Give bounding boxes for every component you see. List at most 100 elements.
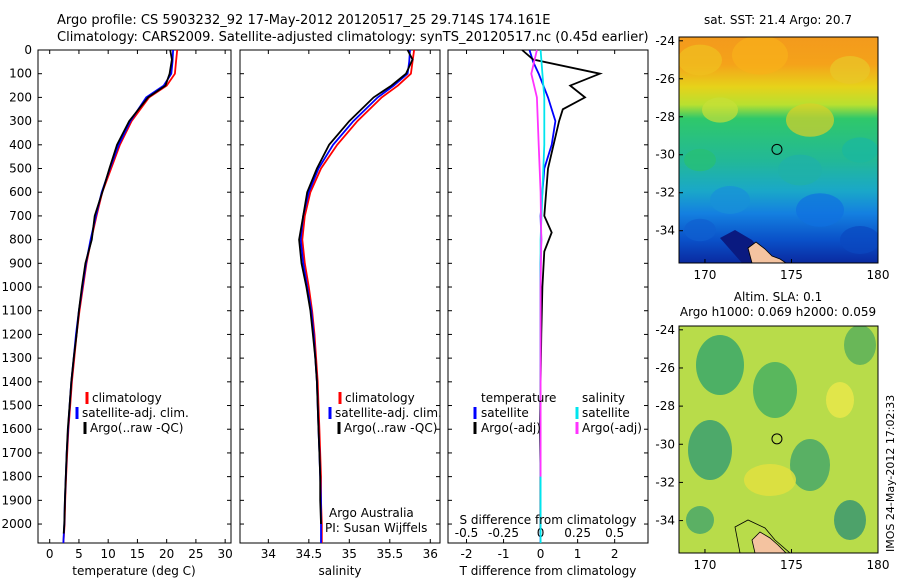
depth-axis: 0 100 200 300 400 500 600 700 800 900 1000 1100 1200…	[1, 43, 648, 531]
x-top-tick-label: 0.25	[564, 526, 591, 540]
depth-tick-label: 1100	[1, 304, 32, 318]
salinity-annotation-line1: Argo Australia	[329, 506, 414, 520]
sst-profile-marker	[771, 143, 783, 155]
sst-map-axes: 170 175 180 -24 -26 -28 -30 -32 -34	[655, 34, 889, 282]
x-tick-label: 0	[46, 547, 54, 561]
map-y-tick-label: -30	[655, 437, 675, 451]
map-y-tick-label: -34	[655, 514, 675, 528]
x-tick-label: 0	[537, 547, 545, 561]
x-tick-label: 5	[75, 547, 83, 561]
map-y-tick-label: -28	[655, 110, 675, 124]
map-x-tick-label: 170	[694, 558, 717, 572]
sst-texture	[679, 44, 722, 76]
series-line	[530, 49, 543, 477]
x-tick-label: 25	[188, 547, 203, 561]
sst-texture	[684, 148, 716, 172]
sst-land	[747, 241, 787, 263]
legend-label-satellite: satellite-adj. clim.	[82, 406, 189, 420]
depth-tick-label: 1800	[1, 470, 32, 484]
legend-label-s-argo: Argo(-adj)	[582, 421, 642, 435]
temperature-xlabel: temperature (deg C)	[72, 564, 195, 578]
map-y-tick-label: -26	[655, 72, 675, 86]
sst-texture	[702, 97, 738, 123]
series-line	[298, 49, 414, 525]
map-y-tick-label: -26	[655, 361, 675, 375]
depth-tick-label: 500	[9, 162, 32, 176]
map-y-tick-label: -32	[655, 475, 675, 489]
map-y-tick-label: -28	[655, 399, 675, 413]
side-stamp: IMOS 24-May-2012 17:02:33	[884, 395, 897, 552]
temperature-plot: 0 5 10 15 20 25 30	[46, 49, 233, 561]
sst-texture	[840, 226, 878, 254]
salinity-plot: 34 34.5 35 35.5 36	[261, 49, 438, 561]
temperature-legend: climatology satellite-adj. clim. Argo(..…	[75, 391, 189, 435]
sla-map-title-line1: Altim. SLA: 0.1	[734, 290, 822, 304]
difference-xlabel: T difference from climatology	[459, 564, 637, 578]
sla-map-axes: 170 175 180 -24 -26 -28 -30 -32 -34	[655, 323, 889, 572]
map-x-tick-label: 170	[694, 268, 717, 282]
sst-texture	[732, 37, 788, 75]
sst-texture	[842, 137, 878, 163]
difference-legend: temperature salinity satellite Argo(-adj…	[473, 391, 642, 435]
depth-tick-label: 900	[9, 256, 32, 270]
depth-tick-label: 300	[9, 114, 32, 128]
depth-tick-label: 2000	[1, 517, 32, 531]
x-tick-label: 35	[342, 547, 357, 561]
sst-texture	[830, 56, 870, 84]
map-y-tick-label: -30	[655, 148, 675, 162]
series-line	[62, 49, 173, 534]
depth-tick-label: 1300	[1, 351, 32, 365]
sst-map-title: sat. SST: 21.4 Argo: 20.7	[704, 13, 852, 27]
salinity-panel-frame	[239, 49, 441, 544]
legend-label-t-satellite: satellite	[481, 406, 529, 420]
legend-label-s-satellite: satellite	[582, 406, 630, 420]
x-tick-label: 36	[423, 547, 438, 561]
sla-texture	[844, 326, 876, 365]
sla-contour	[734, 519, 791, 553]
depth-tick-label: 1400	[1, 375, 32, 389]
depth-tick-label: 200	[9, 90, 32, 104]
sst-texture	[684, 218, 716, 242]
map-y-tick-label: -24	[655, 323, 675, 337]
depth-tick-label: 800	[9, 233, 32, 247]
salinity-legend: climatology satellite-adj. clim. Argo(..…	[328, 391, 442, 435]
depth-tick-label: 1700	[1, 446, 32, 460]
temperature-panel-frame	[37, 49, 232, 544]
figure-title-line1: Argo profile: CS 5903232_92 17-May-2012 …	[57, 13, 550, 28]
legend-label-climatology: climatology	[92, 391, 162, 405]
x-tick-label: 34	[261, 547, 276, 561]
map-x-tick-label: 180	[867, 268, 890, 282]
sla-land	[751, 531, 787, 553]
difference-plot: -2 -1 0 1 2-0.5 -0.25 0 0.25 0.5	[455, 49, 624, 561]
sla-texture	[686, 506, 714, 534]
sla-map-field	[679, 326, 878, 553]
map-x-tick-label: 175	[780, 558, 803, 572]
depth-tick-label: 1000	[1, 280, 32, 294]
x-tick-label: 20	[159, 547, 174, 561]
salinity-annotation-line2: PI: Susan Wijffels	[325, 521, 427, 535]
x-tick-label: 35.5	[376, 547, 403, 561]
depth-tick-label: 1900	[1, 493, 32, 507]
difference-panel-frame	[447, 49, 649, 544]
x-tick-label: 15	[130, 547, 145, 561]
sla-texture	[688, 420, 732, 480]
legend-title-temperature: temperature	[481, 391, 556, 405]
depth-tick-label: 100	[9, 67, 32, 81]
legend-label-argo: Argo(..raw -QC)	[90, 421, 183, 435]
legend-label-t-argo: Argo(-adj)	[481, 421, 541, 435]
sla-texture	[744, 464, 796, 496]
sst-texture	[710, 186, 750, 214]
sla-map-frame	[678, 325, 879, 554]
map-y-tick-label: -34	[655, 224, 675, 238]
depth-tick-label: 400	[9, 138, 32, 152]
sst-texture	[796, 193, 844, 227]
sla-texture	[753, 362, 797, 418]
sla-texture	[790, 439, 830, 491]
difference-xlabel-top: S difference from climatology	[460, 513, 637, 527]
legend-label-satellite: satellite-adj. clim.	[335, 406, 442, 420]
x-tick-label: 2	[611, 547, 619, 561]
sla-map-title-line2: Argo h1000: 0.069 h2000: 0.059	[680, 305, 876, 319]
sla-profile-marker	[771, 433, 783, 445]
legend-label-climatology: climatology	[345, 391, 415, 405]
